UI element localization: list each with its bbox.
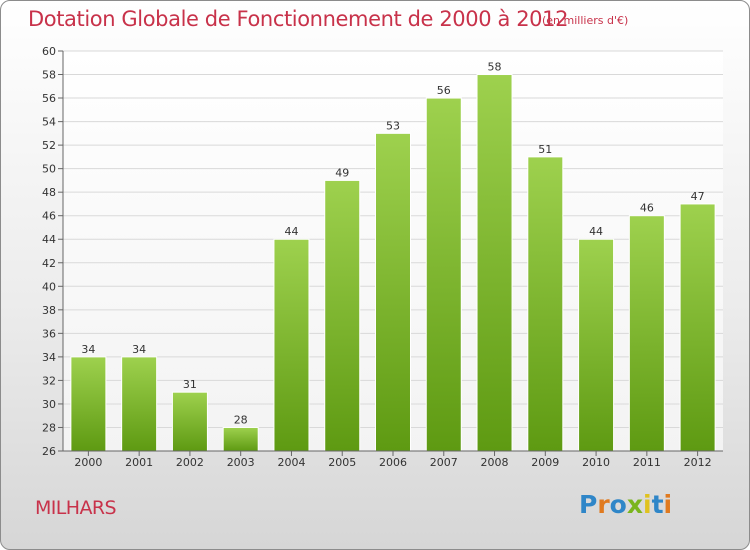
x-tick-label: 2012 — [684, 456, 712, 469]
data-label: 46 — [640, 202, 654, 215]
x-tick-label: 2002 — [176, 456, 204, 469]
logo-letter: i — [643, 490, 652, 519]
y-tick-label: 58 — [42, 69, 56, 82]
y-tick-label: 34 — [42, 351, 56, 364]
x-tick-label: 2009 — [531, 456, 559, 469]
data-label: 51 — [538, 143, 552, 156]
bar — [171, 391, 208, 452]
bar — [273, 238, 310, 452]
bar — [628, 215, 665, 452]
logo-letter: P — [579, 490, 598, 519]
bar — [121, 356, 158, 452]
y-tick-label: 44 — [42, 233, 56, 246]
bar — [578, 238, 615, 452]
data-label: 44 — [589, 225, 603, 238]
data-label: 44 — [284, 225, 298, 238]
data-label: 58 — [488, 61, 502, 74]
y-tick-label: 26 — [42, 445, 56, 458]
data-label: 53 — [386, 119, 400, 132]
bar — [527, 156, 564, 452]
bar — [324, 179, 361, 452]
x-tick-label: 2008 — [481, 456, 509, 469]
x-tick-label: 2005 — [328, 456, 356, 469]
logo-letter: i — [663, 490, 673, 519]
x-tick-label: 2007 — [430, 456, 458, 469]
data-label: 49 — [335, 166, 349, 179]
x-tick-label: 2004 — [277, 456, 305, 469]
bar — [425, 97, 462, 452]
x-tick-label: 2010 — [582, 456, 610, 469]
bar — [70, 356, 107, 452]
bar — [476, 74, 513, 452]
y-tick-label: 52 — [42, 139, 56, 152]
logo-letter: r — [597, 490, 610, 519]
data-label: 34 — [81, 343, 95, 356]
y-tick-label: 54 — [42, 116, 56, 129]
logo-letter: x — [626, 490, 643, 519]
proxiti-logo: Proxiti — [579, 490, 672, 519]
commune-name: MILHARS — [35, 497, 117, 519]
logo-letter: o — [609, 490, 627, 519]
x-tick-label: 2003 — [227, 456, 255, 469]
data-label: 34 — [132, 343, 146, 356]
data-label: 28 — [234, 413, 248, 426]
chart-title: Dotation Globale de Fonctionnement de 20… — [28, 7, 569, 31]
logo-letter: t — [651, 490, 664, 519]
y-tick-label: 36 — [42, 327, 56, 340]
x-tick-label: 2011 — [633, 456, 661, 469]
x-tick-label: 2006 — [379, 456, 407, 469]
y-tick-label: 30 — [42, 398, 56, 411]
chart-unit: (en milliers d'€) — [542, 14, 629, 27]
y-tick-label: 60 — [42, 45, 56, 58]
y-tick-label: 50 — [42, 163, 56, 176]
y-tick-label: 28 — [42, 421, 56, 434]
bar — [679, 203, 716, 452]
data-label: 56 — [437, 84, 451, 97]
y-tick-label: 56 — [42, 92, 56, 105]
x-tick-label: 2001 — [125, 456, 153, 469]
bar — [222, 426, 259, 452]
y-tick-label: 48 — [42, 186, 56, 199]
y-tick-label: 32 — [42, 374, 56, 387]
y-tick-label: 38 — [42, 304, 56, 317]
data-label: 31 — [183, 378, 197, 391]
data-label: 47 — [691, 190, 705, 203]
bar — [375, 132, 411, 452]
y-tick-label: 46 — [42, 210, 56, 223]
x-tick-label: 2000 — [74, 456, 102, 469]
y-tick-label: 40 — [42, 280, 56, 293]
y-tick-label: 42 — [42, 257, 56, 270]
